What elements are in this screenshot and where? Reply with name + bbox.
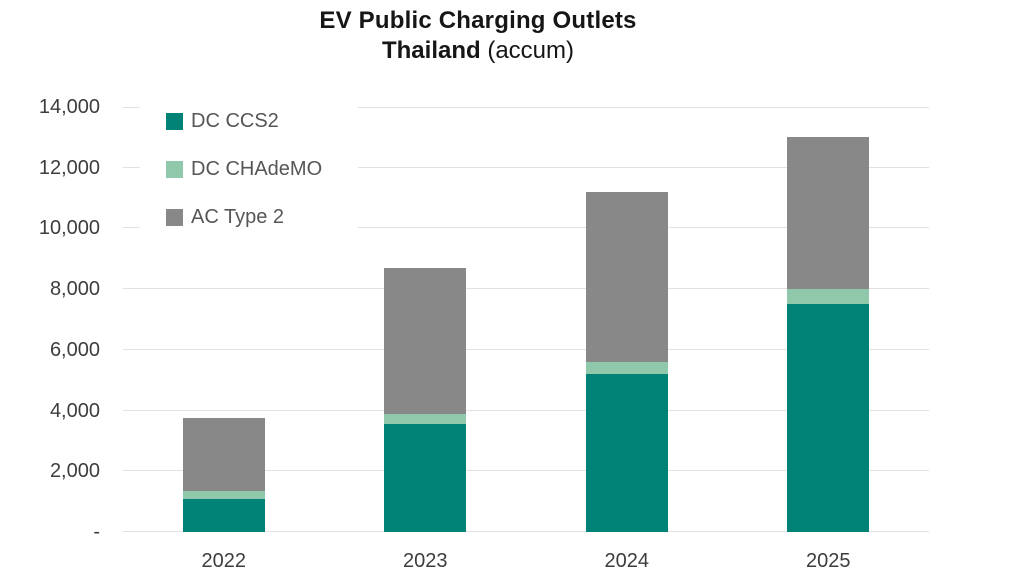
chart-title-line1: EV Public Charging Outlets xyxy=(319,7,637,34)
bar-group-2025 xyxy=(787,137,870,532)
chart-title-accum: (accum) xyxy=(480,37,574,64)
y-tick-label: 10,000 xyxy=(38,217,100,240)
bar-group-2023 xyxy=(384,267,467,532)
bar-segment-ac-type-2 xyxy=(182,418,265,492)
gridline xyxy=(123,107,929,108)
gridline xyxy=(123,470,929,472)
plot-area xyxy=(123,107,929,532)
y-tick-label: 6,000 xyxy=(49,338,100,361)
bar-segment-ac-type-2 xyxy=(384,267,467,414)
y-tick-label: 14,000 xyxy=(38,96,100,118)
gridline xyxy=(123,166,929,168)
chart-title: EV Public Charging Outlets Thailand (acc… xyxy=(0,6,956,66)
bar-segment-dc-ccs2 xyxy=(384,424,467,532)
bar-segment-dc-ccs2 xyxy=(787,304,870,532)
bar-segment-dc-chademo xyxy=(585,362,668,375)
chart-title-line2: Thailand (accum) xyxy=(0,36,956,66)
y-axis-labels: - 2,000 4,000 6,000 8,000 10,000 12,000 14,000 xyxy=(0,96,100,543)
bar-segment-dc-chademo xyxy=(384,413,467,425)
y-tick-label: 4,000 xyxy=(49,399,100,422)
x-tick-label: 2022 xyxy=(201,550,247,572)
gridline xyxy=(123,409,929,411)
legend-label: AC Type 2 xyxy=(191,206,285,228)
bar-group-2024 xyxy=(585,192,668,532)
bar-group-2022 xyxy=(182,418,265,532)
x-tick-label: 2024 xyxy=(604,550,650,572)
y-tick-label: 12,000 xyxy=(38,156,100,179)
legend-swatch-icon xyxy=(166,161,183,178)
y-tick-label: 8,000 xyxy=(49,278,100,301)
bar-segment-dc-chademo xyxy=(787,289,870,305)
legend-label: DC CHAdeMO xyxy=(191,158,323,180)
gridline xyxy=(123,531,929,532)
gridline xyxy=(123,348,929,350)
legend-item-dc-chademo: DC CHAdeMO xyxy=(166,158,348,181)
legend-item-ac-type2: AC Type 2 xyxy=(166,206,348,229)
bar-segment-ac-type-2 xyxy=(787,137,870,290)
bar-segment-dc-ccs2 xyxy=(182,498,265,532)
legend-item-dc-ccs2: DC CCS2 xyxy=(166,110,348,133)
gridline xyxy=(123,227,929,229)
bar-segment-dc-chademo xyxy=(182,491,265,499)
legend-swatch-icon xyxy=(166,209,183,226)
bar-segment-ac-type-2 xyxy=(585,192,668,363)
y-tick-label: - xyxy=(93,521,100,543)
gridline xyxy=(123,288,929,290)
legend: DC CCS2 DC CHAdeMO AC Type 2 xyxy=(140,99,358,239)
chart-title-country: Thailand xyxy=(381,37,481,64)
x-axis-labels: 2022 2023 2024 2025 xyxy=(123,550,929,580)
bar-segment-dc-ccs2 xyxy=(585,374,668,532)
legend-label: DC CCS2 xyxy=(191,110,279,132)
x-tick-label: 2025 xyxy=(806,550,851,572)
x-tick-label: 2023 xyxy=(403,550,448,572)
legend-swatch-icon xyxy=(166,113,183,130)
y-tick-label: 2,000 xyxy=(49,460,100,483)
